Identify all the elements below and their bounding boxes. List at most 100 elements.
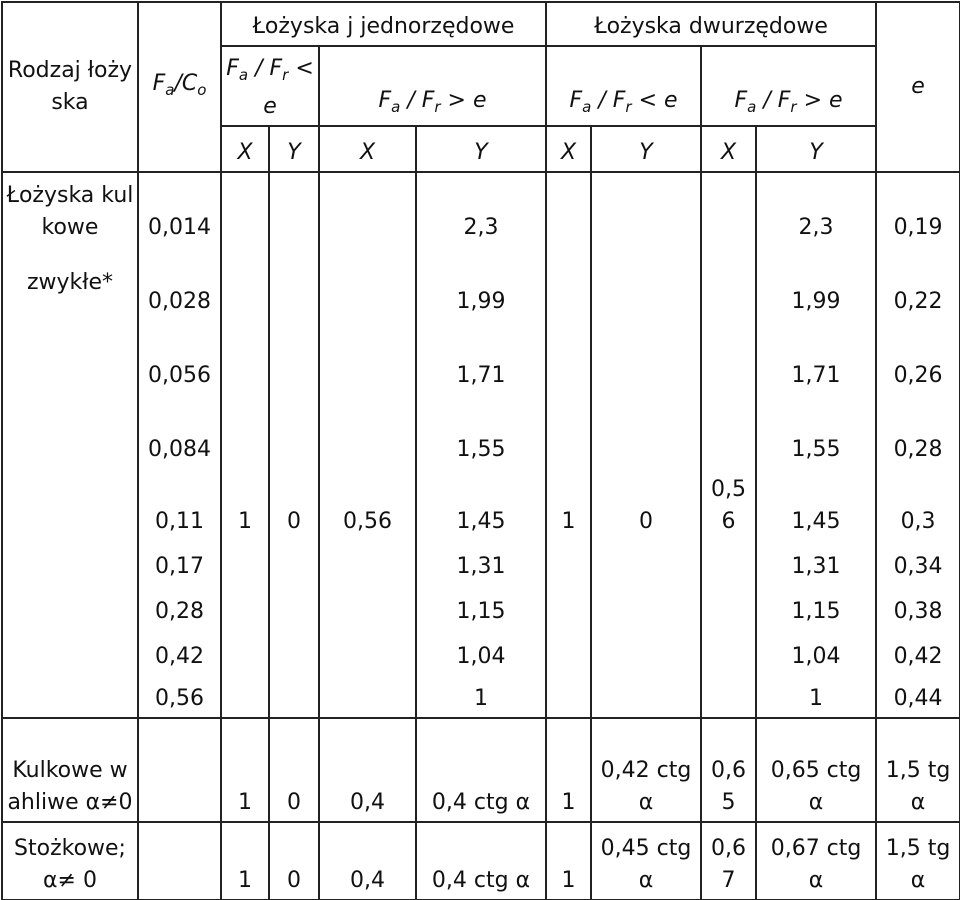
- cell: [268, 675, 320, 719]
- cell: 0,45 ctg α: [590, 821, 703, 900]
- cell: 0,17: [137, 540, 222, 585]
- text-part: F: [569, 88, 583, 113]
- cell: 1: [414, 675, 548, 719]
- table-row: Łożyska kulkowe 0,014 2,3 2,3 0,19: [1, 171, 960, 246]
- cell: [318, 585, 417, 630]
- cell: 0,28: [875, 394, 960, 468]
- header-cell: Y: [755, 125, 878, 173]
- header-cell: Rodzaj łożyska: [1, 1, 139, 173]
- cell: 0,4 ctg α: [414, 717, 548, 822]
- cell: 0,38: [875, 585, 960, 630]
- cell: 0,11: [137, 468, 222, 540]
- cell: [700, 246, 758, 320]
- cell: [590, 171, 703, 246]
- row-label: [1, 394, 139, 468]
- cell: 0,44: [875, 675, 960, 719]
- cell: 1,04: [414, 630, 548, 675]
- cell: 0,028: [137, 246, 222, 320]
- cell: 1: [220, 821, 270, 900]
- text-part: a: [391, 98, 401, 116]
- cell: [545, 394, 593, 468]
- table-row: Rodzaj łożyska Fa/Co Łożyska j jednorzędow…: [1, 1, 960, 173]
- row-label: [1, 585, 139, 630]
- table-row: 0,084 1,55 1,55 0,28: [1, 394, 960, 468]
- table-row: Fa / Fr < e Fa / Fr > e Fa / Fr < e Fa / Fr…: [2, 45, 960, 127]
- cell: [318, 171, 417, 246]
- text-part: > e: [796, 88, 843, 113]
- table-row: 0,42 1,04 1,04 0,42: [1, 630, 960, 675]
- cell: [700, 585, 758, 630]
- cell: 1,99: [414, 246, 548, 320]
- cell: [318, 540, 417, 585]
- cell: 1,71: [755, 320, 878, 394]
- table-row: 0,17 1,31 1,31 0,34: [1, 540, 960, 585]
- cell: 1,99: [755, 246, 878, 320]
- text-part: r: [625, 98, 632, 116]
- cell: 0,4: [318, 717, 417, 822]
- cell: 2,3: [755, 171, 878, 246]
- cell: [318, 320, 417, 394]
- header-cell: e: [875, 1, 960, 173]
- text-part: r: [282, 66, 289, 84]
- cell: [318, 630, 417, 675]
- cell: [700, 171, 758, 246]
- text-part: o: [197, 81, 207, 99]
- cell: 2,3: [414, 171, 548, 246]
- cell: [700, 675, 758, 719]
- cell: 1,15: [755, 585, 878, 630]
- cell: [545, 630, 593, 675]
- cell: [590, 320, 703, 394]
- header-cell: Fa / Fr > e: [317, 45, 548, 127]
- row-label: [1, 468, 139, 540]
- cell: [268, 630, 320, 675]
- cell: 0,084: [137, 394, 222, 468]
- header-cell: X: [318, 125, 417, 173]
- row-label: zwykłe*: [1, 246, 139, 320]
- cell: [220, 246, 270, 320]
- cell: 0,22: [875, 246, 960, 320]
- cell: 0,014: [137, 171, 222, 246]
- cell: [590, 585, 703, 630]
- cell: 0,42 ctg α: [590, 717, 703, 822]
- cell: [700, 394, 758, 468]
- cell: 1,15: [414, 585, 548, 630]
- cell: 0,26: [875, 320, 960, 394]
- text-part: > e: [440, 88, 487, 113]
- row-label: Łożyska kulkowe: [1, 171, 139, 246]
- cell: 1: [755, 675, 878, 719]
- cell: 1,5 tg α: [875, 717, 960, 822]
- header-cell: Fa / Fr < e: [545, 45, 703, 127]
- cell: 0,42: [137, 630, 222, 675]
- cell: [590, 675, 703, 719]
- text-part: F: [734, 88, 748, 113]
- cell: [700, 540, 758, 585]
- text-part: < e: [263, 56, 314, 119]
- cell: 1: [220, 717, 270, 822]
- table-row: 0,56 1 1 0,44: [1, 675, 960, 719]
- text-part: < e: [631, 88, 678, 113]
- cell: [220, 394, 270, 468]
- cell: [318, 394, 417, 468]
- table-row: zwykłe* 0,028 1,99 1,99 0,22: [1, 246, 960, 320]
- row-label: [1, 540, 139, 585]
- header-cell: Łożyska dwurzędowe: [545, 1, 878, 47]
- cell: [545, 540, 593, 585]
- text-part: r: [434, 98, 441, 116]
- cell: [220, 585, 270, 630]
- text-part: F: [378, 88, 392, 113]
- cell: 0,28: [137, 585, 222, 630]
- table-row: 0,11 1 0 0,56 1,45 1 0 0,56 1,45 0,3: [1, 468, 960, 540]
- cell: [137, 717, 222, 822]
- cell: [545, 246, 593, 320]
- cell: 0,65: [700, 717, 758, 822]
- header-cell: Y: [590, 125, 703, 173]
- text-part: / F: [756, 88, 791, 113]
- cell: 1,45: [414, 468, 548, 540]
- cell: 1: [545, 468, 593, 540]
- cell: 1,55: [414, 394, 548, 468]
- cell: [220, 630, 270, 675]
- cell: 1: [545, 821, 593, 900]
- cell: [268, 540, 320, 585]
